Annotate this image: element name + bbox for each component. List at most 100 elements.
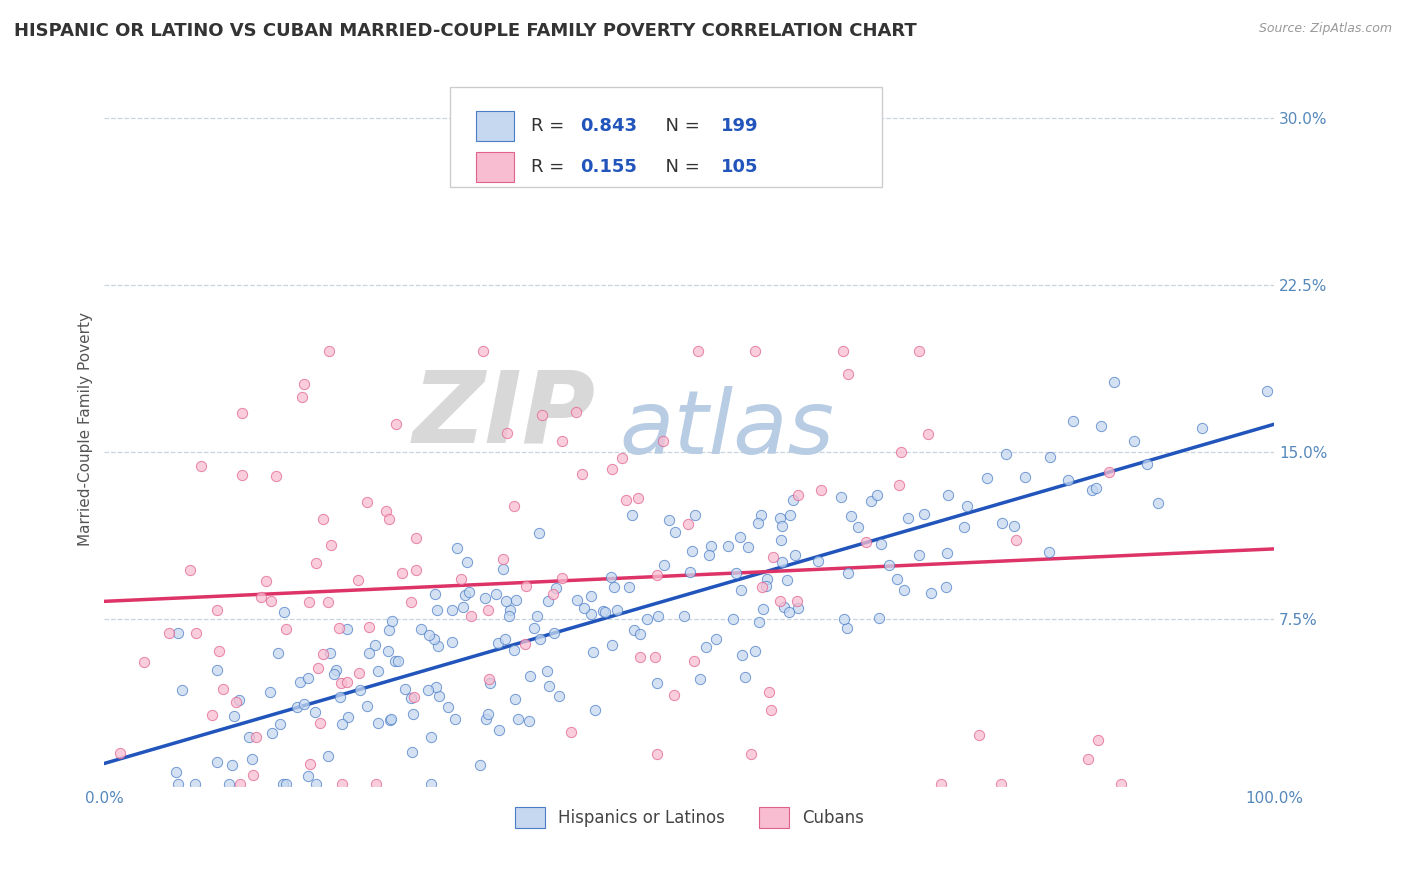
Point (485, 587, 508, 601)
Point (683, 654, 706, 668)
Point (747, 516, 769, 530)
Point (186, 626, 208, 640)
Point (519, 668, 541, 682)
Point (830, 490, 852, 504)
Point (672, 609, 695, 624)
Point (451, 600, 474, 615)
Point (274, 622, 297, 636)
Point (866, 488, 889, 502)
Point (305, 776, 328, 790)
Point (810, 483, 832, 497)
Point (848, 519, 870, 533)
Point (908, 344, 931, 359)
Point (721, 612, 744, 626)
Point (404, 690, 426, 705)
Point (782, 492, 804, 507)
Point (695, 640, 717, 654)
Point (620, 508, 643, 522)
Point (456, 555, 478, 569)
Point (527, 526, 550, 541)
Point (132, 655, 155, 669)
Point (316, 595, 339, 609)
Point (769, 594, 792, 608)
Point (205, 663, 228, 677)
Y-axis label: Married-Couple Family Poverty: Married-Couple Family Poverty (79, 312, 93, 547)
Point (758, 685, 780, 699)
Point (579, 607, 602, 621)
Point (1191, 421, 1213, 435)
Point (602, 638, 624, 652)
Point (917, 427, 939, 442)
Point (495, 593, 517, 607)
Point (498, 609, 520, 624)
Point (285, 699, 308, 714)
Point (305, 557, 328, 571)
Text: 0.843: 0.843 (581, 117, 637, 135)
Point (391, 566, 413, 580)
Point (437, 700, 460, 714)
Point (994, 447, 1017, 461)
Point (271, 776, 294, 790)
Point (228, 693, 250, 707)
Point (157, 626, 180, 640)
Point (697, 548, 720, 562)
Point (409, 622, 432, 636)
Point (367, 715, 389, 730)
Point (537, 594, 560, 608)
Point (329, 676, 352, 690)
Point (831, 344, 853, 359)
Point (299, 757, 322, 772)
Point (737, 541, 759, 555)
Point (262, 726, 284, 740)
Point (769, 511, 792, 525)
Point (190, 458, 212, 473)
Point (744, 344, 766, 359)
Point (860, 494, 883, 508)
Point (468, 757, 491, 772)
Point (426, 639, 449, 653)
Point (446, 541, 468, 555)
Point (319, 538, 342, 552)
Point (249, 591, 271, 605)
Point (755, 579, 778, 593)
Point (1102, 376, 1125, 390)
Text: 0.155: 0.155 (581, 158, 637, 176)
Point (744, 644, 766, 658)
Point (770, 519, 793, 533)
Point (751, 580, 773, 594)
Point (517, 714, 540, 728)
Point (441, 634, 464, 648)
Point (399, 595, 422, 609)
Point (530, 409, 553, 423)
Point (290, 390, 312, 404)
Point (297, 671, 319, 685)
Point (689, 672, 711, 686)
Text: R =: R = (531, 117, 571, 135)
Point (551, 571, 574, 585)
Point (832, 612, 855, 626)
Point (416, 683, 439, 698)
Point (688, 344, 710, 359)
Point (787, 488, 810, 502)
Point (290, 674, 312, 689)
Point (752, 602, 775, 616)
Point (218, 776, 240, 790)
Point (662, 688, 685, 702)
Point (349, 682, 371, 697)
Point (245, 730, 267, 744)
Point (683, 508, 706, 522)
Point (496, 425, 519, 440)
Point (486, 635, 509, 649)
Point (378, 512, 401, 526)
Point (457, 585, 479, 599)
Point (330, 717, 353, 731)
Point (731, 648, 754, 663)
Point (330, 776, 353, 790)
Point (212, 681, 235, 696)
Point (623, 623, 645, 637)
Point (778, 605, 800, 619)
Point (728, 530, 751, 544)
Point (645, 747, 668, 761)
Point (201, 707, 224, 722)
Point (724, 566, 747, 580)
